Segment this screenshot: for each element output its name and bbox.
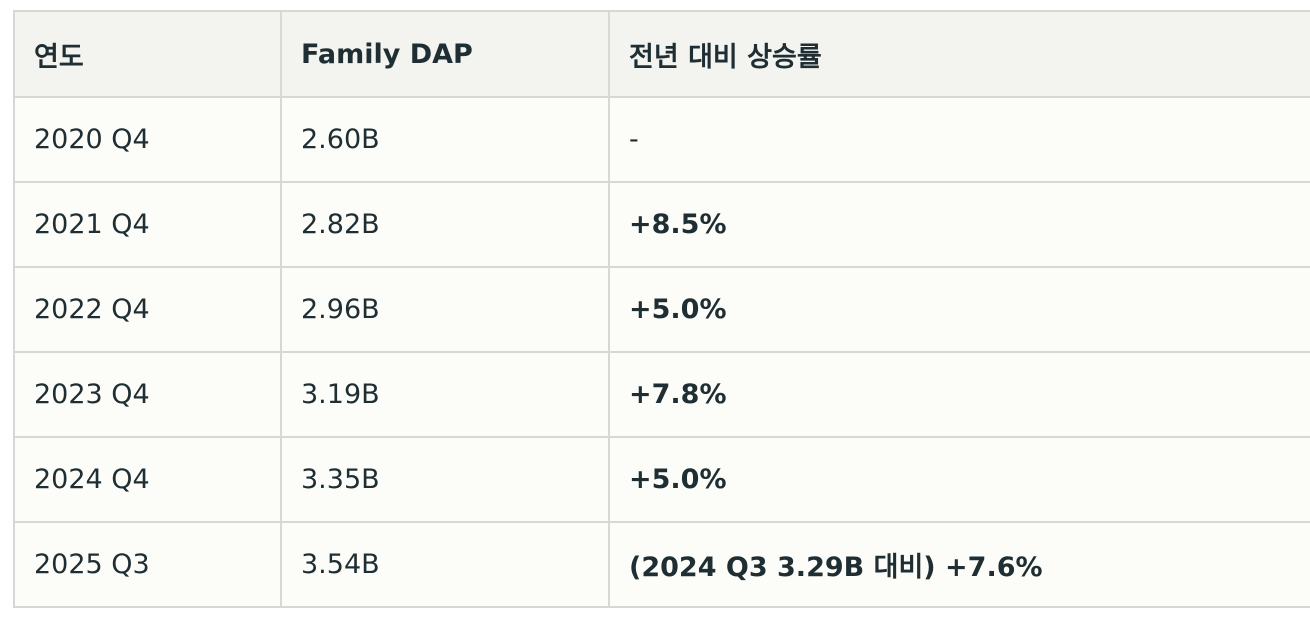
cell-growth: +7.8%	[608, 351, 1310, 438]
table-row: 2023 Q4 3.19B +7.8%	[13, 351, 1310, 438]
cell-year: 2024 Q4	[13, 436, 282, 523]
table-row: 2021 Q4 2.82B +8.5%	[13, 181, 1310, 268]
table-body: 2020 Q4 2.60B - 2021 Q4 2.82B +8.5% 2022…	[13, 96, 1310, 608]
table-row: 2025 Q3 3.54B (2024 Q3 3.29B 대비) +7.6%	[13, 521, 1310, 608]
data-table-container: 연도 Family DAP 전년 대비 상승률 2020 Q4 2.60B - …	[13, 10, 1310, 608]
table-row: 2024 Q4 3.35B +5.0%	[13, 436, 1310, 523]
cell-year: 2021 Q4	[13, 181, 282, 268]
cell-year: 2023 Q4	[13, 351, 282, 438]
cell-growth: -	[608, 96, 1310, 183]
table-row: 2022 Q4 2.96B +5.0%	[13, 266, 1310, 353]
cell-year: 2025 Q3	[13, 521, 282, 608]
cell-year: 2020 Q4	[13, 96, 282, 183]
cell-dap: 2.96B	[280, 266, 610, 353]
cell-growth: (2024 Q3 3.29B 대비) +7.6%	[608, 521, 1310, 608]
cell-dap: 3.19B	[280, 351, 610, 438]
cell-dap: 3.35B	[280, 436, 610, 523]
table-header: 연도 Family DAP 전년 대비 상승률	[13, 10, 1310, 98]
header-family-dap: Family DAP	[280, 10, 610, 98]
cell-growth: +8.5%	[608, 181, 1310, 268]
cell-growth: +5.0%	[608, 266, 1310, 353]
cell-growth: +5.0%	[608, 436, 1310, 523]
header-yoy-growth: 전년 대비 상승률	[608, 10, 1310, 98]
cell-dap: 2.60B	[280, 96, 610, 183]
table-row: 2020 Q4 2.60B -	[13, 96, 1310, 183]
cell-dap: 3.54B	[280, 521, 610, 608]
family-dap-table: 연도 Family DAP 전년 대비 상승률 2020 Q4 2.60B - …	[13, 10, 1310, 608]
cell-year: 2022 Q4	[13, 266, 282, 353]
header-row: 연도 Family DAP 전년 대비 상승률	[13, 10, 1310, 98]
header-year: 연도	[13, 10, 282, 98]
cell-dap: 2.82B	[280, 181, 610, 268]
